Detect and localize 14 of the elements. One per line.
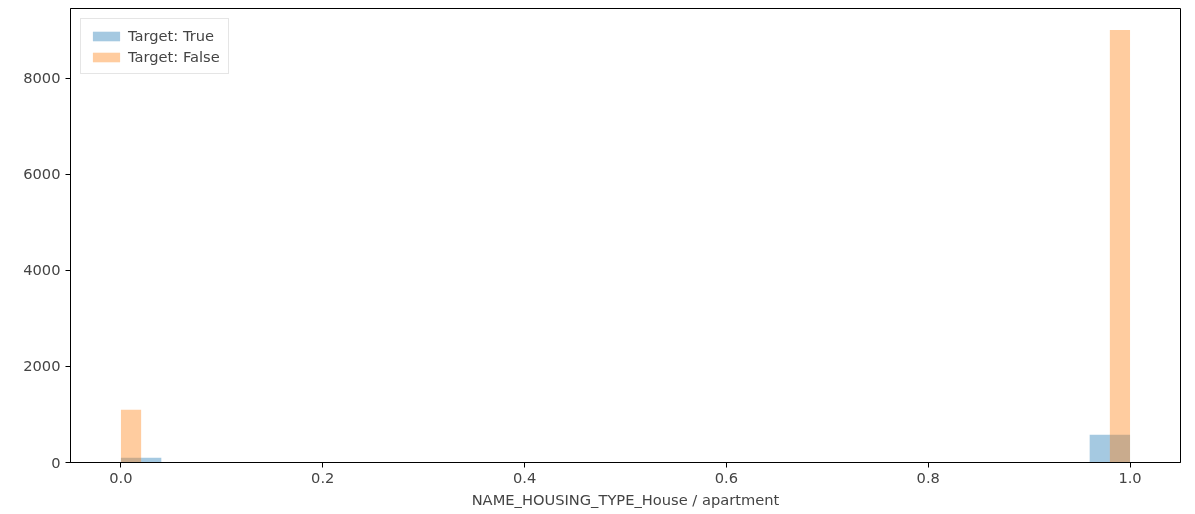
- x-tick-label: 1.0: [1118, 468, 1142, 486]
- x-tick-label: 0.4: [512, 468, 537, 486]
- y-tick-label: 2000: [23, 357, 61, 375]
- y-tick-label: 8000: [23, 69, 61, 87]
- x-tick-label: 0.2: [311, 468, 335, 486]
- y-tick-label: 6000: [23, 165, 61, 183]
- x-axis-title: NAME_HOUSING_TYPE_House / apartment: [471, 490, 780, 508]
- y-tick-label: 4000: [23, 261, 61, 279]
- legend-label: Target: False: [128, 48, 220, 65]
- x-tick-label: 0.6: [714, 468, 739, 486]
- y-tick-label: 0: [51, 453, 61, 471]
- x-tick-label: 0.8: [916, 468, 940, 486]
- legend-label: Target: True: [128, 27, 215, 44]
- x-tick-label: 0.0: [109, 468, 133, 486]
